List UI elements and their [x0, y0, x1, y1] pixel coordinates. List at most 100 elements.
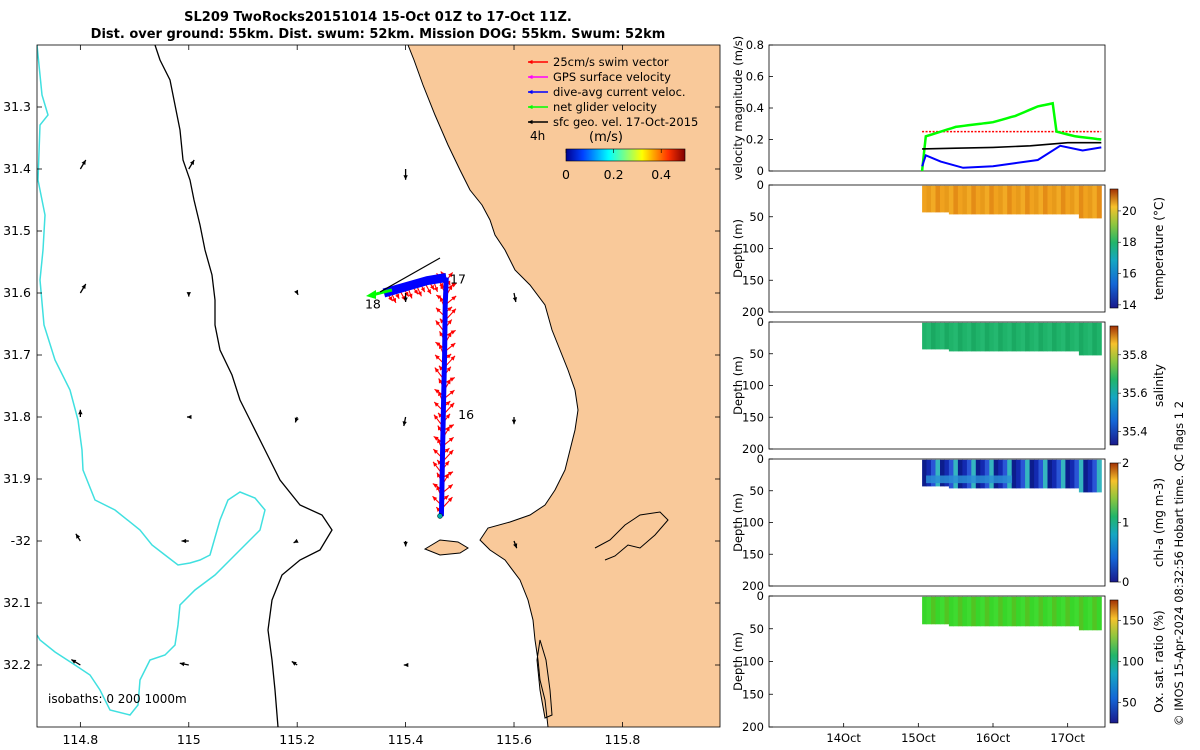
heatmap-cell — [975, 322, 981, 352]
heatmap-cell — [984, 596, 990, 627]
geo-vector — [402, 416, 407, 427]
geo-vector — [181, 538, 189, 544]
swim-vector-head — [408, 293, 413, 299]
swim-vector-head — [434, 389, 440, 394]
geo-vel-line — [379, 257, 441, 293]
heatmap-y-tick-label: 150 — [742, 687, 764, 701]
current-track-west — [382, 273, 448, 298]
heatmap-cell — [1065, 185, 1071, 215]
swim-vector-head — [448, 471, 454, 476]
time-label: 4h — [530, 129, 545, 143]
heatmap-cell — [940, 596, 945, 625]
geo-vector — [403, 662, 409, 668]
heatmap-cell — [1092, 596, 1098, 631]
heatmap-y-tick-label: 150 — [742, 547, 764, 561]
heatmap-panel-temperature: 0 50 100 150 200 Depth (m) 14 16 18 20 temperature… — [731, 178, 1166, 319]
heatmap-cell — [980, 459, 986, 489]
geo-vector-head — [186, 414, 192, 420]
heatmap-cell — [1034, 459, 1040, 489]
legend-swatch — [528, 89, 548, 95]
heatmap-cell — [935, 185, 941, 213]
speed-colorbar-tick-label: 0 — [562, 167, 570, 182]
heatmap-colorbar-bar — [1109, 462, 1119, 583]
geo-vector-head — [403, 297, 408, 302]
swim-vector-head — [450, 355, 456, 361]
swim-vector-head — [448, 272, 453, 278]
heatmap-y-tick-label: 200 — [742, 442, 764, 456]
heatmap-colorbar-tick-label: 150 — [1122, 614, 1144, 628]
swim-vector-head — [448, 285, 453, 291]
heatmap-y-tick-label: 150 — [742, 273, 764, 287]
heatmap-cell — [940, 185, 945, 213]
heatmap-cell — [926, 459, 932, 487]
geo-vector-head — [291, 661, 297, 666]
heatmap-cell — [1069, 322, 1075, 352]
geo-vector-head — [179, 661, 185, 667]
swim-vector-head — [448, 424, 454, 429]
heatmap-cell — [931, 322, 936, 350]
swim-vector-head — [444, 460, 450, 466]
map-x-ticks: 114.8 115 115.2 115.4 115.6 115.8 — [62, 45, 640, 747]
heatmap-cell — [944, 596, 950, 625]
isobath-1000m — [154, 45, 333, 727]
chl-deep-layer — [926, 475, 1013, 484]
legend-swatch — [528, 59, 548, 65]
swim-vector-head — [446, 353, 452, 359]
heatmap-cell — [1002, 322, 1008, 352]
heatmap-cell — [957, 322, 963, 352]
geo-vector-head — [78, 409, 83, 415]
heatmap-cell — [1007, 185, 1013, 215]
heatmap-cell — [989, 459, 995, 489]
legend-swatch — [528, 119, 548, 125]
heatmap-cell — [984, 322, 990, 352]
heatmap-cell — [944, 459, 950, 487]
legend-label: GPS surface velocity — [553, 70, 671, 84]
heatmap-cell — [944, 322, 950, 350]
geo-vector-head — [513, 543, 518, 549]
geo-vector-head — [294, 289, 299, 295]
swim-vector-head — [435, 354, 440, 360]
geo-vector — [186, 414, 192, 420]
heatmap-panel-chl-a: 0 50 100 150 200 Depth (m) 0 1 2 chl-a (mg m-3) — [731, 452, 1166, 593]
day-labels: 16 17 18 — [365, 272, 474, 422]
heatmap-cell — [1029, 322, 1035, 352]
map-y-tick-label: 31.9 — [3, 471, 31, 486]
geo-vector — [179, 661, 189, 667]
swim-vector-head — [433, 436, 439, 441]
swim-vector-head — [438, 412, 443, 418]
heatmap-cell — [922, 459, 928, 487]
heatmap-y-tick-label: 100 — [742, 655, 764, 669]
heatmap-cell — [1069, 459, 1075, 489]
swim-vector-head — [432, 496, 438, 501]
heatmap-cell — [1069, 185, 1075, 215]
swim-vector-head — [395, 293, 400, 299]
swim-vector-head — [435, 320, 441, 326]
time-tick-label: 14Oct — [826, 731, 861, 745]
series-geo — [922, 141, 1102, 150]
heatmap-cell — [1011, 322, 1017, 352]
swim-vector-head — [448, 437, 454, 442]
swan-river — [594, 511, 669, 561]
legend-swatch-head — [528, 74, 533, 80]
geo-vector-head — [189, 160, 195, 165]
heatmap-cell — [1043, 596, 1048, 627]
geo-vector — [511, 417, 517, 425]
swim-vector-head — [434, 367, 440, 373]
legend-swatch-head — [528, 119, 533, 125]
heatmap-cell — [1043, 185, 1048, 215]
heatmap-colorbar-label: Ox. sat. ratio (%) — [1152, 610, 1166, 712]
heatmap-cell — [1047, 185, 1053, 215]
heatmap-cell — [1052, 596, 1057, 627]
heatmap-cell — [922, 596, 928, 625]
swim-vector-head — [445, 426, 450, 432]
heatmap-cell — [1016, 459, 1022, 489]
heatmap-cell — [1092, 459, 1098, 493]
swim-vector-head — [447, 484, 453, 490]
swim-vector-head — [439, 296, 444, 302]
heatmap-cell — [948, 596, 954, 627]
heatmap-colorbar: 0 1 2 chl-a (mg m-3) — [1109, 456, 1166, 589]
heatmap-y-label: Depth (m) — [731, 219, 745, 278]
speed-colorbar-tick-label: 0.2 — [604, 167, 624, 182]
swim-vector-head — [436, 485, 441, 491]
heatmap-cell — [1002, 459, 1008, 489]
